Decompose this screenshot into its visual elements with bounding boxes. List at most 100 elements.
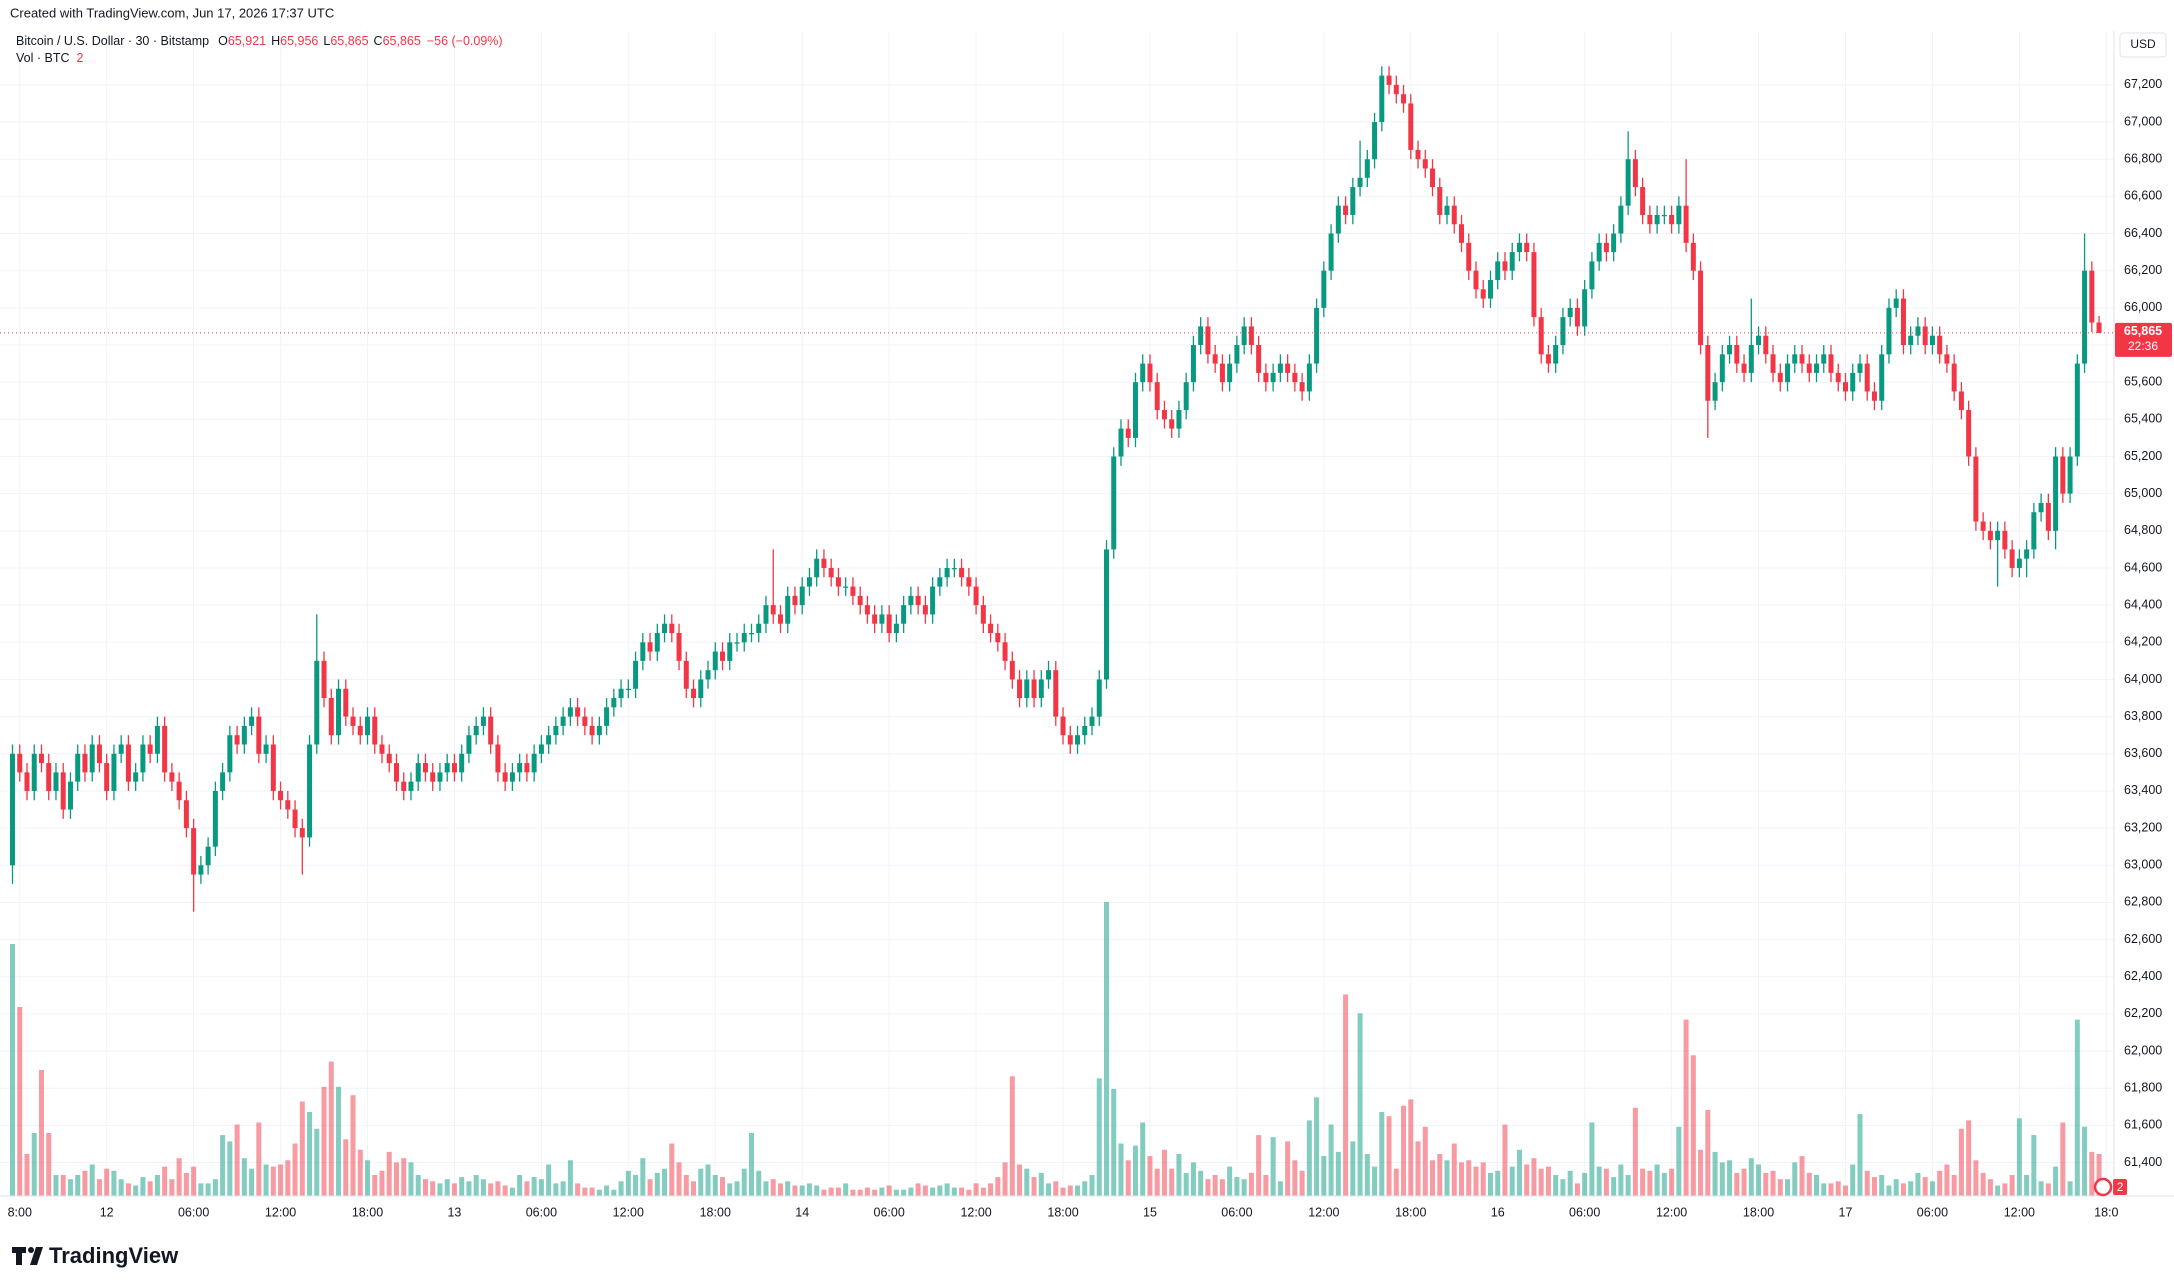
candle-body (285, 800, 291, 810)
candle-body (951, 567, 957, 570)
candle-body (792, 595, 798, 606)
candle-body (1719, 354, 1725, 383)
candle-body (1487, 279, 1493, 299)
volume-bar (1140, 1122, 1146, 1196)
candle-body (893, 623, 899, 634)
candle-body (278, 790, 284, 801)
candle-body (372, 716, 378, 745)
candle-body (1632, 159, 1638, 188)
y-tick-label: 63,400 (2124, 783, 2162, 797)
volume-bar (1842, 1185, 1848, 1196)
candle-body (589, 725, 595, 736)
x-tick-label: 06:00 (526, 1205, 557, 1219)
volume-bar (640, 1158, 646, 1196)
volume-bar (2067, 1181, 2073, 1196)
candle-body (1495, 261, 1501, 280)
candle-body (1111, 456, 1117, 550)
volume-bar (2074, 1019, 2080, 1196)
volume-bar (1879, 1175, 1885, 1196)
candle-body (654, 633, 660, 652)
candle-body (922, 605, 928, 615)
candle-body (1915, 326, 1921, 336)
candle-body (1198, 326, 1204, 346)
brand-name[interactable]: TradingView (49, 1243, 179, 1268)
candle-body (1712, 382, 1718, 401)
candle-body (763, 605, 769, 624)
volume-bar (1198, 1170, 1204, 1196)
candle-body (705, 670, 711, 680)
volume-bar (82, 1170, 88, 1196)
volume-bar (683, 1175, 689, 1196)
volume-bar (1219, 1179, 1225, 1196)
y-tick-label: 63,800 (2124, 709, 2162, 723)
candle-body (604, 707, 610, 726)
candle-body (169, 772, 175, 782)
volume-bar (509, 1187, 515, 1196)
candle-body (1828, 354, 1834, 373)
candle-body (1408, 103, 1414, 150)
brand-logo[interactable]: TradingView (12, 1243, 179, 1268)
candle-body (531, 753, 537, 773)
candle-body (596, 725, 602, 736)
currency[interactable]: USD (2130, 37, 2156, 51)
x-tick-label: 13 (447, 1205, 461, 1219)
volume-bar (1669, 1168, 1675, 1196)
candle-body (234, 735, 240, 745)
volume-bar (278, 1164, 284, 1196)
currency-box[interactable] (2119, 32, 2167, 58)
volume-bar (1350, 1141, 1356, 1196)
event-icon (2093, 1177, 2113, 1197)
volume-bar (1046, 1183, 1052, 1196)
candle-body (1574, 307, 1580, 327)
candle-body (495, 744, 501, 773)
candle-body (299, 828, 305, 838)
volume-bar (1024, 1168, 1030, 1196)
volume-bar (814, 1185, 820, 1196)
volume-bar (531, 1177, 537, 1196)
candle-body (176, 781, 182, 801)
volume-bar (46, 1133, 52, 1196)
candle-body (633, 660, 639, 689)
volume-bar (1698, 1149, 1704, 1196)
candle-body (1118, 428, 1124, 457)
candle-body (1596, 242, 1602, 262)
candle-body (857, 595, 863, 606)
y-tick-label: 66,000 (2124, 300, 2162, 314)
candle-body (2067, 456, 2073, 494)
x-tick-label: 12 (100, 1205, 114, 1219)
volume-bar (466, 1181, 472, 1196)
candle-body (995, 633, 1001, 643)
x-tick-label: 17 (1839, 1205, 1853, 1219)
volume-bar (1103, 902, 1109, 1196)
candle-body (46, 763, 52, 791)
candle-body (451, 763, 457, 773)
candle-body (618, 688, 624, 699)
candle-body (1705, 345, 1711, 401)
candle-body (1024, 679, 1030, 699)
candle-body (640, 642, 646, 661)
volume-bar (191, 1166, 197, 1196)
volume-bar (118, 1179, 124, 1196)
candle-body (408, 781, 414, 791)
volume-bar (133, 1185, 139, 1196)
candle-body (1821, 354, 1827, 364)
candle-body (966, 577, 972, 587)
y-tick-label: 66,800 (2124, 152, 2162, 166)
volume-bar (343, 1139, 349, 1196)
candle-body (1343, 205, 1349, 215)
volume-bar (2053, 1166, 2059, 1196)
candle-body (1734, 345, 1740, 364)
candle-body (336, 688, 342, 736)
volume-bar (422, 1179, 428, 1196)
candle-body (328, 698, 334, 736)
volume-bar (263, 1164, 269, 1196)
candle-body (1980, 521, 1986, 531)
volume-bar (625, 1170, 631, 1196)
candle-body (575, 707, 581, 717)
x-tick-label: 18:00 (352, 1205, 383, 1219)
candle-body (38, 753, 44, 764)
volume-bar (1705, 1109, 1711, 1196)
candle-body (480, 716, 486, 726)
volume-bar (495, 1181, 501, 1196)
